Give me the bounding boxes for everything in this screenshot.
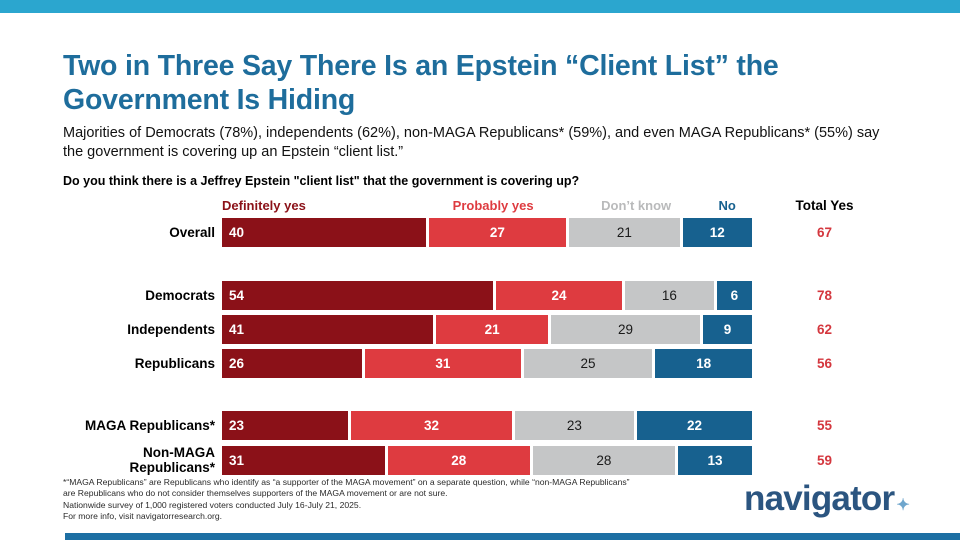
footnote-line: For more info, visit navigatorresearch.o… — [63, 511, 223, 522]
bar-segment-no: 12 — [682, 218, 752, 248]
bottom-accent-bar — [65, 533, 960, 540]
row-label: Independents — [127, 322, 215, 338]
bar-segment-no: 22 — [637, 411, 752, 441]
row-label: Democrats — [145, 288, 215, 304]
footnote-line: *“MAGA Republicans” are Republicans who … — [63, 477, 630, 499]
bar-segment-don-t-know: 23 — [514, 411, 635, 441]
chart-group-maga: MAGA Republicans* 23 32 23 22 55 Non-MAGA R… — [63, 411, 960, 475]
bar-segment-probably-yes: 27 — [428, 218, 567, 248]
total-yes-value: 78 — [816, 288, 833, 304]
stacked-bar: 31 28 28 13 — [222, 445, 752, 475]
bar-segment-don-t-know: 29 — [551, 315, 700, 345]
bar-segment-definitely-yes: 40 — [222, 218, 426, 248]
stacked-bar: 40 27 21 12 — [222, 218, 752, 248]
chart-column-headers: Definitely yes Probably yes Don’t know N… — [63, 197, 960, 214]
bar-segment-definitely-yes: 54 — [222, 281, 494, 311]
bar-segment-probably-yes: 32 — [351, 411, 512, 441]
bar-segment-probably-yes: 21 — [436, 315, 549, 345]
stacked-bar: 26 31 25 18 — [222, 349, 752, 379]
total-yes-value: 55 — [816, 418, 833, 434]
total-yes-value: 62 — [816, 322, 833, 338]
chart-row: MAGA Republicans* 23 32 23 22 55 — [63, 411, 960, 441]
navigator-logo: navigator ✦ — [744, 479, 910, 519]
bar-segment-no: 13 — [677, 445, 752, 475]
bar-segment-no: 18 — [655, 349, 752, 379]
chart-group-party: Democrats 54 24 16 6 78 Independents 41 21 29… — [63, 281, 960, 379]
chart-row: Republicans 26 31 25 18 56 — [63, 349, 960, 379]
total-yes-value: 56 — [816, 356, 833, 372]
bar-segment-definitely-yes: 26 — [222, 349, 363, 379]
footnote: *“MAGA Republicans” are Republicans who … — [63, 477, 638, 522]
bar-segment-probably-yes: 24 — [496, 281, 622, 311]
bar-segment-definitely-yes: 23 — [222, 411, 349, 441]
bar-segment-don-t-know: 21 — [569, 218, 680, 248]
bar-segment-don-t-know: 25 — [523, 349, 653, 379]
col-header-no: No — [718, 198, 736, 214]
row-label: Non-MAGA Republicans* — [129, 445, 215, 476]
bar-segment-probably-yes: 31 — [365, 349, 521, 379]
bar-segment-don-t-know: 28 — [532, 445, 675, 475]
header-cells: Definitely yes Probably yes Don’t know N… — [222, 197, 752, 213]
total-yes-value: 67 — [816, 225, 833, 241]
chart-row: Overall 40 27 21 12 67 — [63, 218, 960, 248]
bar-segment-definitely-yes: 41 — [222, 315, 434, 345]
col-header-dont-know: Don’t know — [601, 198, 672, 214]
subtitle: Majorities of Democrats (78%), independe… — [63, 125, 880, 160]
chart-row: Democrats 54 24 16 6 78 — [63, 281, 960, 311]
bar-segment-don-t-know: 16 — [624, 281, 714, 311]
col-header-definitely-yes: Definitely yes — [222, 198, 306, 214]
bar-segment-probably-yes: 28 — [387, 445, 530, 475]
row-label: MAGA Republicans* — [84, 418, 215, 434]
footnote-line: Nationwide survey of 1,000 registered vo… — [63, 499, 362, 510]
col-header-total-yes: Total Yes — [795, 197, 854, 213]
logo-star-icon: ✦ — [896, 497, 909, 514]
bar-segment-no: 6 — [716, 281, 753, 311]
chart-group-overall: Overall 40 27 21 12 67 — [63, 218, 960, 248]
row-label: Republicans — [134, 356, 215, 372]
survey-question: Do you think there is a Jeffrey Epstein … — [63, 174, 580, 189]
chart-row: Non-MAGA Republicans* 31 28 28 13 59 — [63, 445, 960, 475]
slide-content: Two in Three Say There Is an Epstein “Cl… — [63, 13, 960, 480]
col-header-probably-yes: Probably yes — [452, 198, 534, 214]
stacked-bar: 54 24 16 6 — [222, 281, 753, 311]
top-accent-bar — [0, 0, 960, 13]
total-yes-value: 59 — [816, 452, 833, 468]
row-label: Overall — [169, 225, 215, 241]
bar-segment-no: 9 — [702, 315, 752, 345]
stacked-bar-chart: Definitely yes Probably yes Don’t know N… — [63, 197, 960, 476]
stacked-bar: 23 32 23 22 — [222, 411, 752, 441]
chart-row: Independents 41 21 29 9 62 — [63, 315, 960, 345]
stacked-bar: 41 21 29 9 — [222, 315, 752, 345]
bar-segment-definitely-yes: 31 — [222, 445, 385, 475]
page-title: Two in Three Say There Is an Epstein “Cl… — [63, 50, 779, 117]
logo-text: navigator — [744, 479, 895, 518]
